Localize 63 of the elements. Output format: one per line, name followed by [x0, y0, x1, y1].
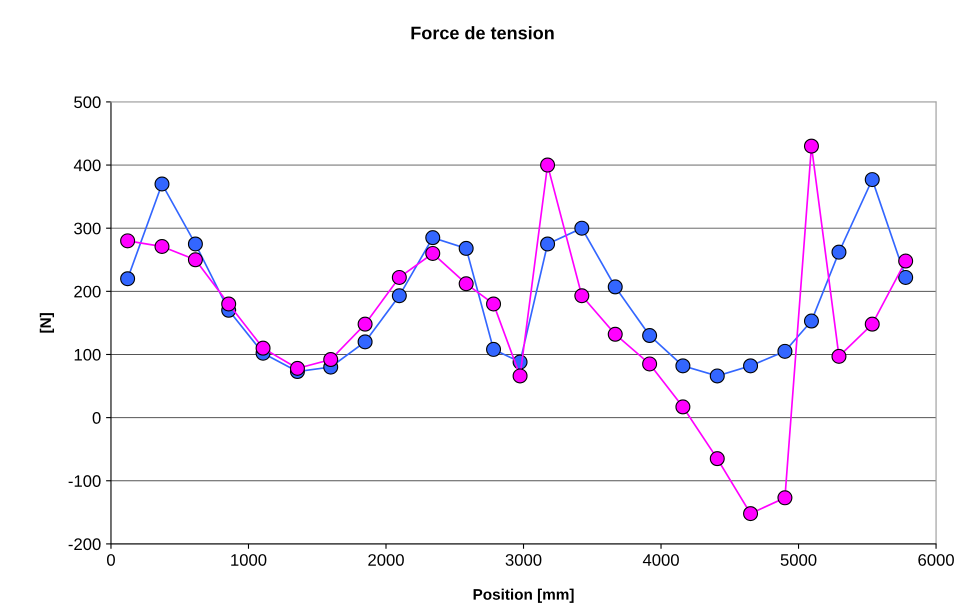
point [864, 172, 880, 188]
x-tick-label: 1000 [231, 554, 266, 566]
point [804, 314, 819, 329]
x-axis-title: Position [mm] [474, 588, 574, 603]
point [831, 244, 846, 260]
x-tick-label: 6000 [918, 554, 954, 566]
y-tick-label: 300 [74, 222, 101, 234]
point [458, 240, 474, 256]
point [188, 252, 203, 268]
y-tick-label: 200 [74, 286, 101, 298]
y-tick-label: -200 [68, 538, 101, 550]
point [675, 399, 690, 414]
point [486, 296, 502, 312]
y-tick-label: 0 [92, 412, 101, 424]
point [540, 158, 556, 173]
point [608, 279, 623, 294]
point [777, 344, 792, 359]
point [831, 348, 846, 364]
point [540, 236, 556, 252]
y-axis-title: [N] [40, 313, 54, 333]
point [120, 233, 136, 248]
point [743, 358, 758, 374]
y-tick-label: 500 [74, 96, 101, 108]
x-tick-label: 3000 [506, 554, 542, 566]
point [358, 316, 373, 332]
point [574, 220, 590, 236]
point [188, 236, 203, 252]
point [898, 254, 914, 269]
y-tick-label: 400 [74, 159, 101, 172]
point [864, 316, 880, 332]
point [710, 368, 725, 384]
point [120, 271, 136, 286]
point [392, 288, 407, 304]
x-tick-label: 0 [106, 554, 115, 566]
y-tick-label: 100 [74, 348, 101, 361]
point [486, 342, 502, 357]
point [323, 352, 338, 368]
point [290, 360, 305, 376]
y-tick-label: -100 [68, 475, 101, 487]
point [221, 296, 236, 312]
point [898, 270, 914, 285]
point [512, 368, 528, 384]
x-tick-label: 5000 [780, 554, 816, 566]
point [743, 506, 758, 522]
point [154, 239, 170, 254]
point [358, 334, 373, 350]
point [608, 326, 623, 342]
point [154, 176, 170, 192]
point [777, 490, 792, 506]
point [256, 340, 271, 356]
point [458, 276, 474, 292]
point [392, 270, 407, 285]
point [642, 356, 658, 372]
point [642, 328, 658, 344]
chart-title: Force de tension [411, 26, 554, 40]
point [710, 451, 725, 466]
x-tick-label: 2000 [368, 554, 404, 566]
point [675, 358, 690, 374]
point [425, 246, 440, 261]
point [804, 138, 819, 154]
point [425, 230, 440, 246]
x-tick-label: 4000 [642, 554, 679, 566]
point [574, 288, 590, 304]
